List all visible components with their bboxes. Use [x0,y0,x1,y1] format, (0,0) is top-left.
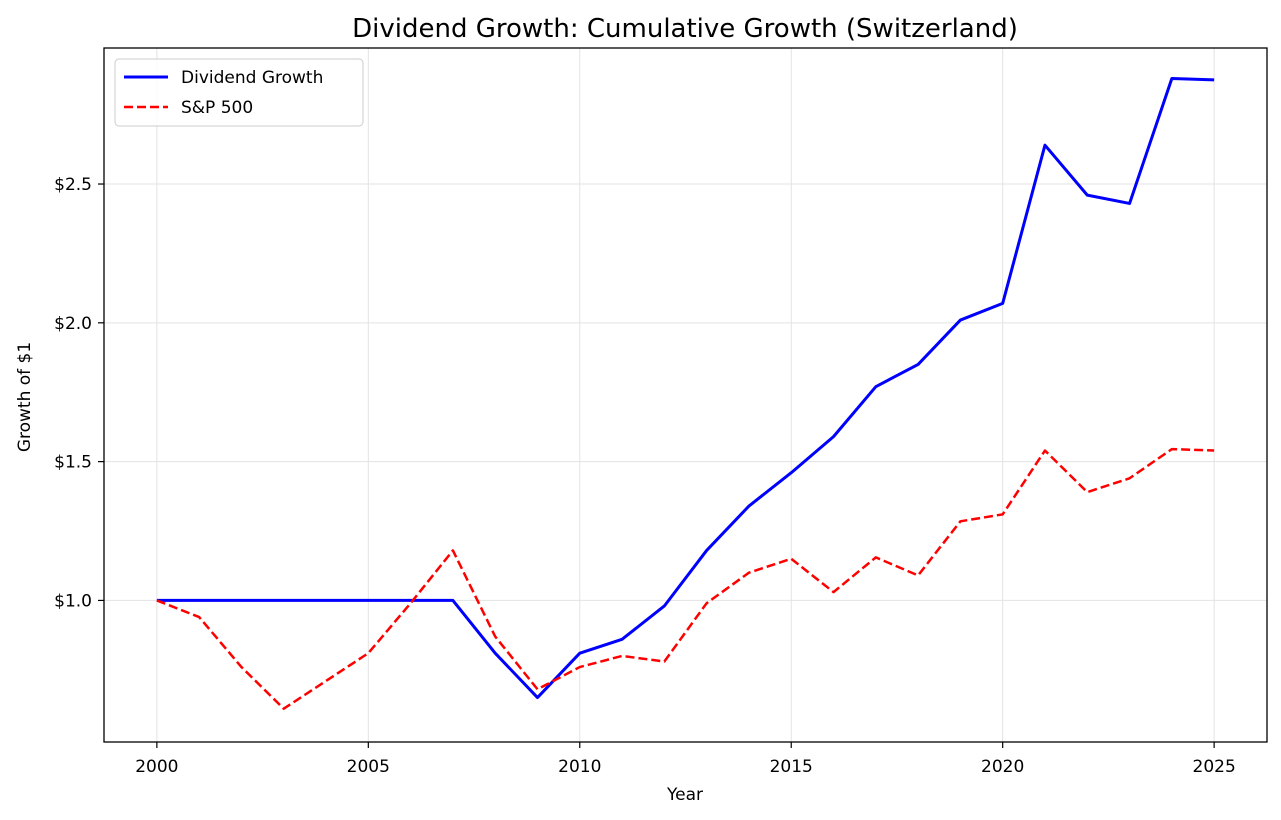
y-axis-label: Growth of $1 [15,342,35,452]
legend: Dividend Growth S&P 500 [114,58,364,127]
y-tick-label: $2.5 [54,175,92,195]
x-tick-label: 2025 [1193,757,1236,777]
legend-box [114,58,364,127]
x-tick-label: 2015 [770,757,813,777]
y-tick-label: $1.5 [54,453,92,473]
x-tick-label: 2020 [981,757,1024,777]
series-lines [156,77,1215,710]
x-axis: 2000 2005 2010 2015 2020 2025 [135,742,1236,777]
plot-area-frame [103,47,1268,743]
chart-title: Dividend Growth: Cumulative Growth (Swit… [352,14,1018,44]
series-line-dividend-growth [156,77,1215,700]
y-tick-label: $1.0 [54,591,92,611]
x-tick-label: 2010 [558,757,601,777]
legend-label-dividend-growth: Dividend Growth [181,68,323,88]
y-axis: $1.0 $1.5 $2.0 $2.5 [54,175,104,611]
x-tick-label: 2000 [135,757,178,777]
legend-label-sp500: S&P 500 [181,98,253,118]
y-tick-label: $2.0 [54,314,92,334]
series-line-sp500 [156,447,1215,710]
grid [104,48,1267,742]
x-axis-label: Year [666,785,703,805]
x-tick-label: 2005 [347,757,390,777]
